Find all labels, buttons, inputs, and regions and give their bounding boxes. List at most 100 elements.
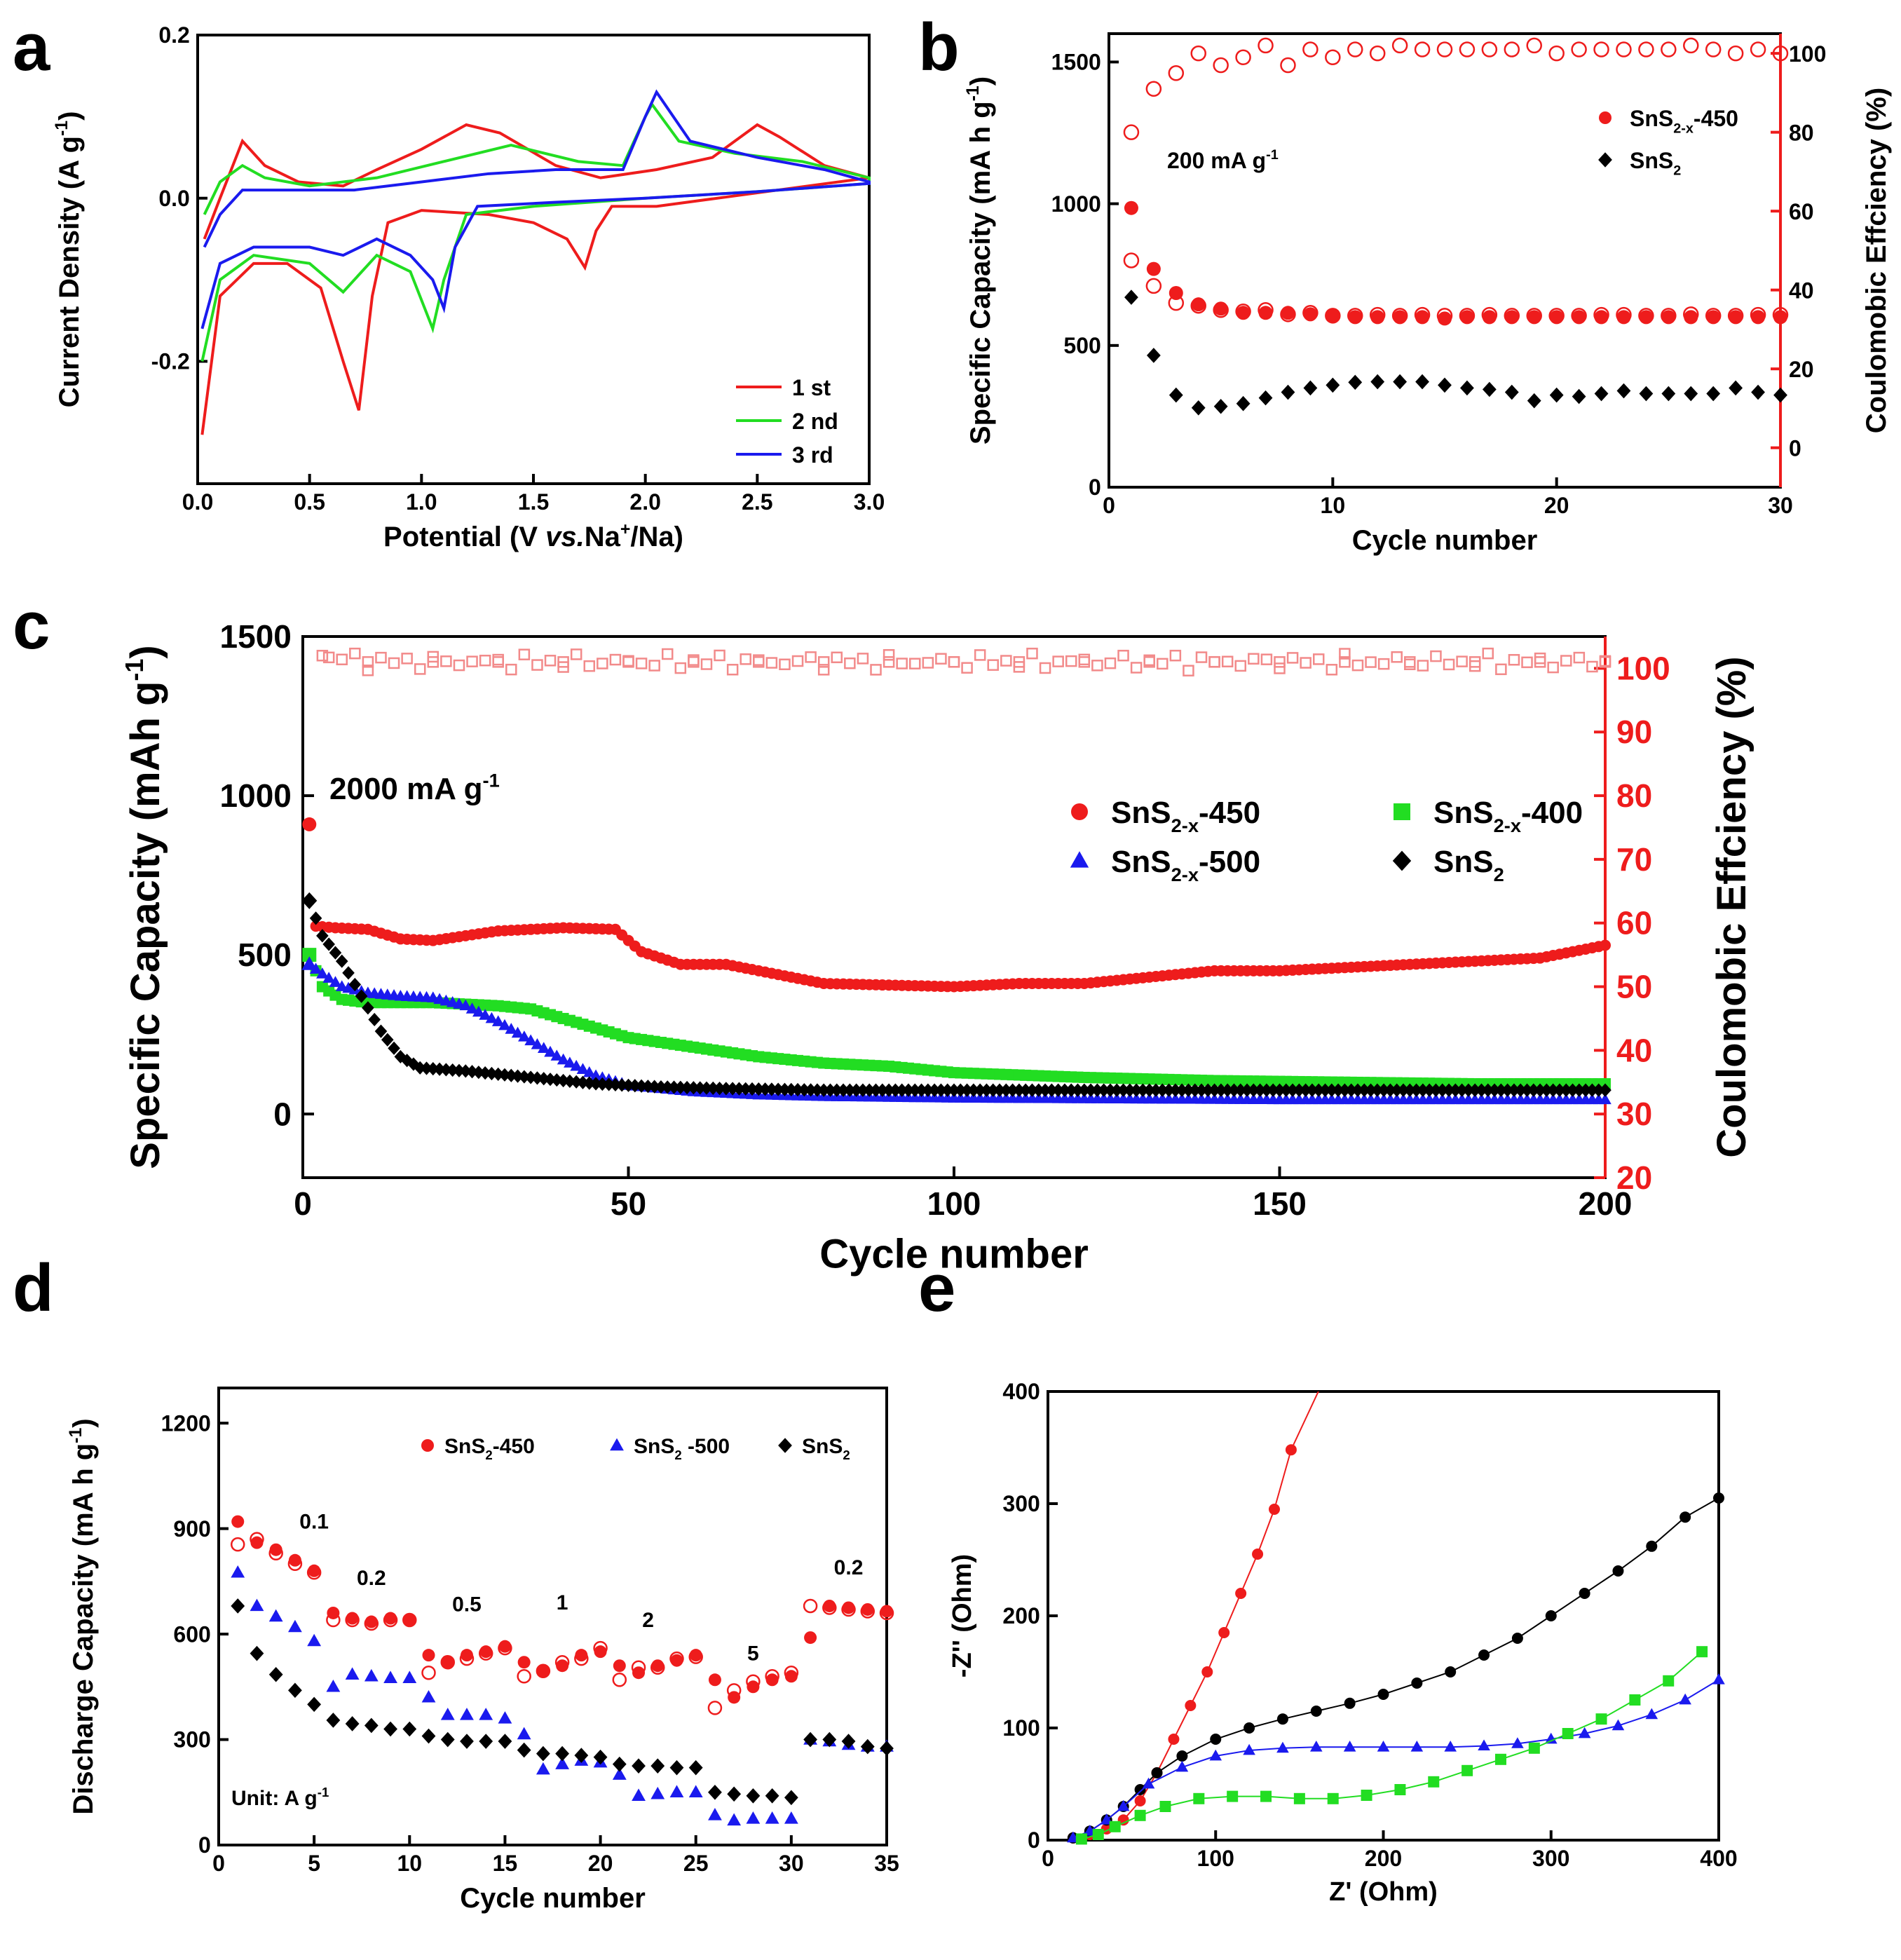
data-point [1553,1083,1566,1097]
data-point [1306,1083,1319,1097]
y-tick-label: 0.0 [158,186,189,211]
data-point [1130,1083,1143,1097]
data-point [394,1049,407,1064]
ce-point [336,653,348,666]
x-tick-label: 50 [611,1185,646,1222]
data-point [465,1065,479,1079]
ce-point [1274,662,1286,674]
data-point [1286,1083,1299,1097]
data-point [460,1734,474,1749]
data-point [531,1037,544,1049]
ce-point [505,663,517,676]
ce-point [1482,647,1494,660]
data-point [1511,1633,1523,1644]
data-point [421,1728,436,1744]
y2-tick-label: 80 [1616,777,1652,814]
y-tick-label: 1500 [220,618,292,655]
data-point [517,1727,531,1740]
data-point [1514,1083,1527,1097]
data-point [1326,1083,1338,1097]
data-point [1026,1083,1039,1097]
data-point [746,1674,761,1689]
y-tick-label: 300 [173,1727,210,1753]
data-point [693,1081,707,1095]
data-point [1683,37,1699,54]
data-point [1391,308,1408,324]
data-point [1188,1083,1201,1097]
ce-point [961,662,973,674]
ce-point [322,651,335,664]
ce-point [635,658,648,669]
data-point [650,1660,665,1675]
data-point [465,1002,479,1014]
data-point [1436,41,1453,57]
data-point [726,1082,739,1096]
data-point [667,1080,681,1094]
data-point [230,1537,245,1552]
data-point [1478,1739,1490,1750]
data-point [268,1546,283,1560]
data-point [1201,1083,1215,1097]
ce-point [518,648,531,660]
data-point [307,1696,322,1713]
data-point [1751,384,1765,400]
data-point [593,1640,608,1656]
data-point [1279,1083,1293,1097]
data-point [564,1074,576,1089]
data-point [524,1034,537,1046]
data-point [1572,310,1586,325]
data-point [746,1082,758,1096]
data-point [1145,278,1162,294]
data-point [1303,307,1318,322]
data-point [869,1083,883,1097]
data-point [1661,308,1677,324]
x-axis-label: Cycle number [819,1231,1089,1277]
data-point [1390,1083,1403,1097]
data-point [1481,41,1498,57]
data-point [1190,297,1206,314]
data-point [1393,310,1408,325]
data-point [1268,1504,1280,1515]
data-point [596,1077,609,1091]
data-point [1347,308,1363,324]
ce-point [974,649,986,661]
data-point [557,1073,570,1088]
data-point [1459,310,1474,325]
data-point [860,1604,875,1619]
data-point [1501,1083,1514,1097]
data-point [1332,1083,1344,1097]
data-point [1019,1083,1032,1097]
data-point [1327,1792,1339,1804]
data-point [669,1785,684,1797]
legend-marker [610,1438,624,1451]
data-point [727,1786,742,1802]
ce-point [1234,660,1247,672]
ce-point [883,656,895,668]
ce-point [817,664,830,676]
data-point [511,1069,524,1083]
data-point [1462,1083,1475,1097]
data-point [687,1081,700,1095]
ce-point [1013,661,1026,673]
data-point [1145,81,1162,97]
data-point [980,1083,993,1097]
data-point [536,1762,550,1775]
data-point [1243,1743,1255,1755]
legend-label: SnS2-x-400 [1433,796,1583,836]
data-point [307,1633,322,1647]
data-point [1612,1719,1625,1731]
data-point [1638,308,1654,324]
x-axis-label: Cycle number [1352,525,1538,556]
data-point [1358,1083,1371,1097]
y-tick-label: 0 [1089,475,1101,500]
x-tick-label: 0 [212,1851,225,1876]
data-point [250,1532,264,1546]
data-point [440,1731,455,1748]
data-point [954,1083,967,1097]
data-point [1549,310,1564,325]
x-axis-label: Cycle number [460,1883,646,1914]
data-point [364,1668,379,1682]
y-tick-label: 0 [273,1096,292,1132]
data-point [860,1738,875,1755]
ce-point [1351,659,1364,672]
